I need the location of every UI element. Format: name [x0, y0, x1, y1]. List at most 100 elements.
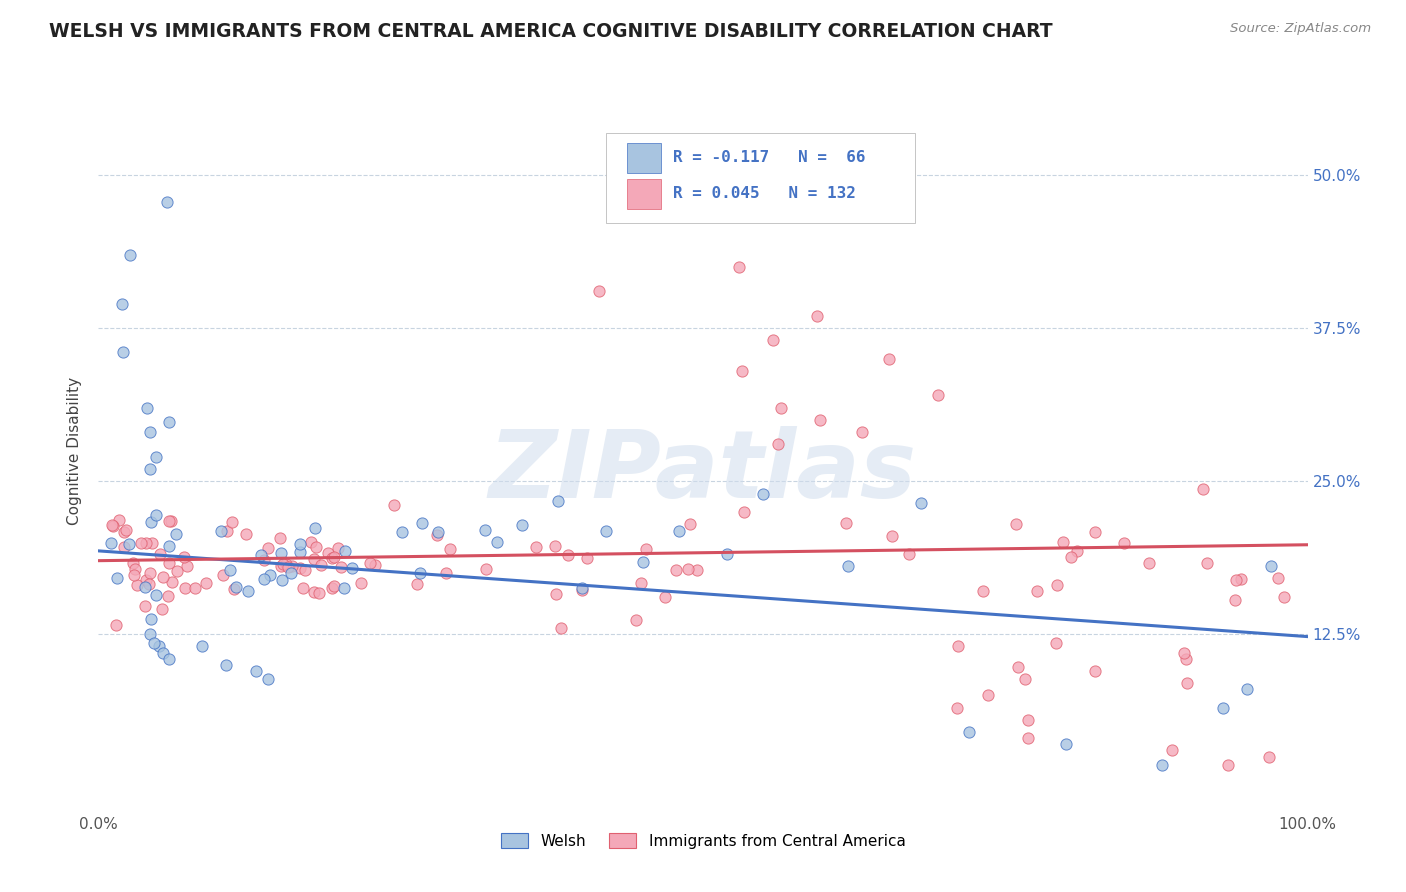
Bar — [627, 143, 661, 173]
Text: R = 0.045   N = 132: R = 0.045 N = 132 — [673, 186, 856, 202]
Text: Source: ZipAtlas.com: Source: ZipAtlas.com — [1230, 22, 1371, 36]
Point — [679, 516, 702, 531]
Point — [1236, 682, 1258, 697]
Point — [304, 521, 326, 535]
Point — [305, 540, 328, 554]
Point — [138, 576, 160, 591]
Point — [118, 247, 141, 261]
Point — [157, 651, 180, 665]
Point — [302, 552, 325, 566]
Point — [927, 388, 949, 402]
Point — [101, 518, 124, 533]
Point — [728, 260, 751, 274]
Point — [1257, 749, 1279, 764]
Point — [139, 566, 162, 580]
Point — [624, 614, 647, 628]
Point — [253, 572, 276, 586]
Point — [219, 563, 242, 577]
Point — [631, 555, 654, 569]
Point — [328, 541, 350, 555]
Point — [524, 541, 547, 555]
Point — [212, 568, 235, 582]
Point — [411, 516, 433, 530]
Point — [173, 549, 195, 564]
Point — [236, 584, 259, 599]
Point — [157, 539, 180, 553]
Point — [273, 557, 295, 571]
Point — [117, 537, 139, 551]
Point — [277, 560, 299, 574]
Point — [145, 508, 167, 523]
Point — [571, 583, 593, 598]
Point — [250, 548, 273, 562]
Point — [1225, 573, 1247, 587]
Point — [808, 413, 831, 427]
Point — [288, 537, 311, 551]
Point — [882, 529, 904, 543]
Point — [762, 333, 785, 347]
Text: ZIPatlas: ZIPatlas — [489, 426, 917, 518]
Point — [253, 553, 276, 567]
Point — [897, 547, 920, 561]
Point — [557, 548, 579, 562]
Point — [1267, 571, 1289, 585]
Point — [195, 575, 218, 590]
Point — [176, 559, 198, 574]
Point — [329, 559, 352, 574]
Point — [851, 425, 873, 439]
Point — [157, 556, 180, 570]
Point — [1052, 535, 1074, 549]
Point — [510, 517, 533, 532]
Point — [257, 673, 280, 687]
Point — [235, 527, 257, 541]
Point — [1272, 591, 1295, 605]
Point — [322, 579, 344, 593]
Point — [309, 558, 332, 572]
Point — [1060, 549, 1083, 564]
Point — [152, 570, 174, 584]
Point — [165, 527, 187, 541]
Point — [665, 563, 688, 577]
Point — [156, 194, 179, 209]
Point — [114, 540, 136, 554]
Point — [114, 523, 136, 537]
Point — [752, 487, 775, 501]
Point — [257, 541, 280, 555]
Point — [335, 543, 357, 558]
Point — [209, 524, 232, 539]
Point — [1212, 700, 1234, 714]
Point — [946, 700, 969, 714]
Point — [112, 524, 135, 539]
Point — [290, 561, 312, 575]
Point — [766, 437, 789, 451]
Point — [288, 545, 311, 559]
Point — [426, 528, 449, 542]
Point — [427, 524, 450, 539]
Point — [157, 514, 180, 528]
Point — [135, 401, 157, 415]
Point — [135, 536, 157, 550]
Point — [271, 573, 294, 587]
Point — [134, 580, 156, 594]
Point — [1160, 743, 1182, 757]
Point — [382, 498, 405, 512]
Point — [111, 296, 134, 310]
Bar — [627, 178, 661, 209]
Point — [280, 559, 302, 574]
Point — [215, 524, 238, 539]
Point — [972, 584, 994, 599]
Point — [910, 495, 932, 509]
Point — [1223, 592, 1246, 607]
Point — [1005, 517, 1028, 532]
Point — [654, 591, 676, 605]
Point — [1175, 651, 1198, 665]
Point — [269, 531, 291, 545]
Point — [122, 568, 145, 582]
Point — [359, 556, 381, 570]
Legend: Welsh, Immigrants from Central America: Welsh, Immigrants from Central America — [495, 827, 911, 855]
Point — [1230, 572, 1253, 586]
Point — [546, 587, 568, 601]
Point — [630, 576, 652, 591]
Point — [152, 646, 174, 660]
Point — [131, 535, 153, 549]
